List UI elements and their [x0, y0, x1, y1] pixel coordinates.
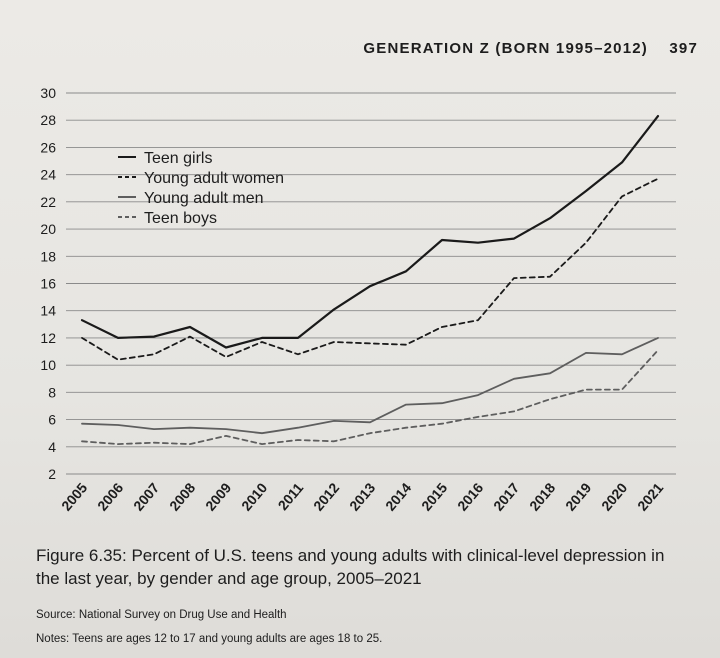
x-tick-label: 2021 [634, 479, 666, 513]
x-tick-label: 2011 [275, 479, 307, 513]
x-tick-label: 2012 [310, 479, 342, 513]
y-tick-label: 26 [40, 139, 56, 155]
x-tick-label: 2020 [598, 479, 630, 513]
x-tick-label: 2015 [418, 479, 450, 513]
series-line-young-adult-men [81, 336, 659, 435]
y-tick-label: 30 [40, 85, 56, 101]
x-tick-label: 2017 [490, 479, 522, 513]
y-tick-label: 8 [48, 384, 56, 400]
x-tick-label: 2016 [454, 479, 486, 513]
x-tick-label: 2013 [346, 479, 378, 513]
y-tick-label: 10 [40, 357, 56, 373]
y-tick-label: 6 [48, 412, 56, 428]
figure-notes: Notes: Teens are ages 12 to 17 and young… [36, 633, 383, 645]
series-line-young-adult-women [81, 177, 659, 361]
running-head: GENERATION Z (BORN 1995–2012) 397 [363, 40, 698, 57]
x-axis-ticks: 2005 2006 2007 2008 2009 2010 2011 2012 2013 2014… [58, 479, 666, 513]
y-tick-label: 24 [40, 167, 56, 183]
figure-source: Source: National Survey on Drug Use and … [36, 609, 287, 621]
figure-caption: Figure 6.35: Percent of U.S. teens and y… [36, 546, 665, 588]
x-tick-label: 2006 [94, 479, 126, 513]
x-tick-label: 2008 [166, 479, 198, 513]
y-tick-label: 14 [40, 303, 56, 319]
series-lines [80, 114, 660, 446]
legend-label: Teen girls [144, 150, 212, 167]
legend: Teen girls Young adult women Young adult m… [118, 150, 284, 227]
x-tick-label: 2007 [130, 479, 162, 513]
x-tick-label: 2009 [202, 479, 234, 513]
y-tick-label: 12 [40, 330, 56, 346]
y-tick-label: 28 [40, 112, 56, 128]
y-tick-label: 4 [48, 439, 56, 455]
x-tick-label: 2005 [58, 479, 90, 513]
series-line-teen-girls [80, 114, 660, 349]
y-tick-label: 2 [48, 466, 56, 482]
series-line-teen-boys [81, 349, 659, 446]
legend-label: Young adult men [144, 190, 264, 207]
page-number: 397 [669, 40, 698, 57]
y-tick-label: 18 [40, 248, 56, 264]
grid-lines [66, 92, 676, 475]
running-title: GENERATION Z (BORN 1995–2012) [363, 40, 648, 57]
y-tick-label: 22 [40, 194, 56, 210]
x-tick-label: 2018 [526, 479, 558, 513]
x-tick-label: 2014 [382, 479, 414, 513]
legend-label: Teen boys [144, 210, 217, 227]
x-tick-label: 2010 [238, 479, 270, 513]
x-tick-label: 2019 [562, 479, 594, 513]
y-tick-label: 20 [40, 221, 56, 237]
y-tick-label: 16 [40, 276, 56, 292]
legend-label: Young adult women [144, 170, 284, 187]
